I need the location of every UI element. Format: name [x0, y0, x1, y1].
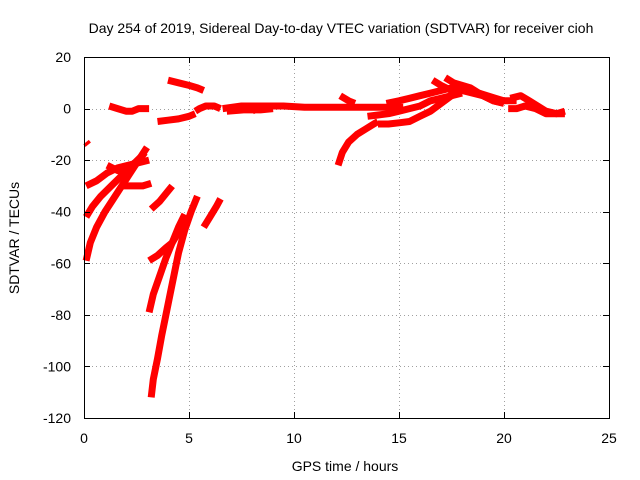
series-arc-10 — [147, 194, 201, 398]
series-arc-11 — [200, 197, 224, 230]
x-tick-label: 15 — [391, 430, 407, 446]
series-arc-13 — [157, 110, 197, 125]
plot-frame — [84, 57, 610, 419]
series-arc-20 — [338, 92, 357, 107]
y-tick-label: 0 — [63, 101, 71, 117]
series-arc-19 — [334, 118, 380, 167]
y-axis-label: SDTVAR / TECUs — [6, 182, 22, 294]
series-arc-26 — [456, 84, 517, 105]
chart-title: Day 254 of 2019, Sidereal Day-to-day VTE… — [89, 20, 594, 36]
grid — [84, 57, 609, 418]
series-arc-24 — [430, 77, 463, 97]
series-arc-1 — [83, 139, 91, 147]
y-tick-label: -20 — [51, 152, 71, 168]
series-arc-6 — [121, 179, 153, 190]
x-tick-label: 20 — [496, 430, 512, 446]
series-arc-14 — [167, 76, 206, 94]
x-tick-label: 5 — [185, 430, 193, 446]
y-tick-label: -100 — [43, 358, 71, 374]
x-tick-label: 10 — [286, 430, 302, 446]
x-tick-labels: 0 5 10 15 20 25 — [80, 430, 617, 446]
y-tick-label: -40 — [51, 204, 71, 220]
y-tick-label: -80 — [51, 307, 71, 323]
series-arc-16 — [222, 102, 404, 113]
series-arc-18 — [250, 102, 270, 115]
y-tick-labels: -120 -100 -80 -60 -40 -20 0 20 — [43, 49, 71, 426]
x-tick-label: 25 — [601, 430, 617, 446]
series-layer — [82, 74, 566, 398]
series-arc-28 — [509, 92, 566, 118]
y-tick-label: -60 — [51, 255, 71, 271]
y-tick-label: 20 — [55, 49, 71, 65]
series-arc-15 — [193, 102, 222, 115]
series-arc-9 — [145, 212, 188, 314]
axis-ticks — [84, 57, 610, 419]
series-arc-12 — [108, 102, 150, 115]
y-tick-label: -120 — [43, 410, 71, 426]
series-arc-7 — [148, 183, 175, 212]
series-arc-5 — [82, 145, 150, 262]
x-tick-label: 0 — [80, 430, 88, 446]
x-axis-label: GPS time / hours — [292, 458, 399, 474]
